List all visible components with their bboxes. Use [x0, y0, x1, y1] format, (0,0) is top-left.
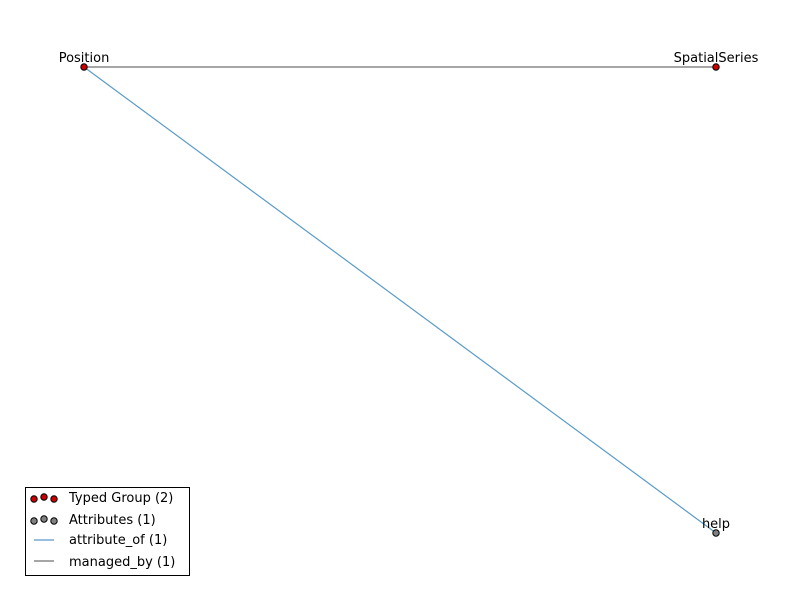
node-help[interactable]: help: [702, 517, 730, 537]
legend-marker: [50, 517, 58, 525]
legend-item-attribute-of: attribute_of (1): [34, 533, 167, 548]
node-help-label: help: [702, 517, 730, 532]
node-position[interactable]: Position: [59, 51, 110, 71]
legend: Typed Group (2) Attributes (1) attribute…: [25, 487, 190, 576]
legend-item-managed-by: managed_by (1): [34, 555, 175, 570]
node-position-label: Position: [59, 51, 110, 66]
legend-marker: [40, 493, 48, 501]
nodes-layer: Position SpatialSeries help: [59, 51, 759, 537]
legend-label-managed-by: managed_by (1): [69, 555, 175, 570]
node-position-marker: [80, 63, 88, 71]
legend-attributes-markers: [30, 515, 58, 525]
edge-attribute-of: [83, 66, 717, 534]
node-spatialseries[interactable]: SpatialSeries: [674, 51, 759, 71]
legend-label-attributes: Attributes (1): [69, 513, 156, 528]
legend-item-typed-group: Typed Group (2): [30, 491, 173, 506]
legend-marker: [30, 495, 38, 503]
legend-typed-group-markers: [30, 493, 58, 503]
legend-marker: [30, 517, 38, 525]
legend-label-attribute-of: attribute_of (1): [69, 533, 167, 548]
edges-layer: [83, 66, 717, 534]
legend-item-attributes: Attributes (1): [30, 513, 156, 528]
node-spatialseries-label: SpatialSeries: [674, 51, 759, 66]
node-help-marker: [712, 529, 720, 537]
legend-marker: [50, 495, 58, 503]
legend-label-typed-group: Typed Group (2): [68, 491, 173, 506]
node-spatialseries-marker: [712, 63, 720, 71]
legend-marker: [40, 515, 48, 523]
